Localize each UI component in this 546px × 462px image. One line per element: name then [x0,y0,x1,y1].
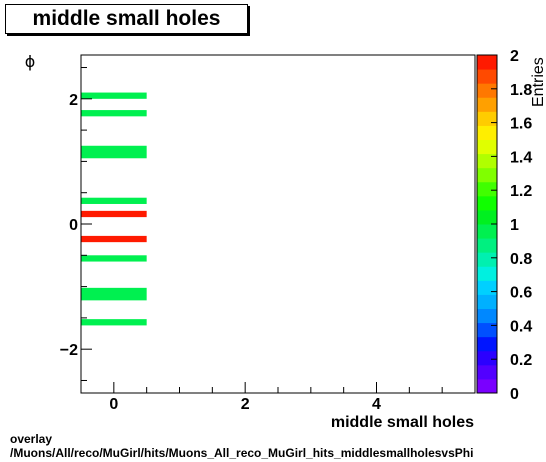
heatmap-cell [81,255,147,262]
color-scale-tick-label: 1.6 [510,116,532,133]
color-scale-swatch [477,280,497,295]
color-scale-swatch [477,336,497,352]
color-scale-swatch [477,294,497,309]
heatmap-cell [81,197,147,204]
chart-canvas: 0 2 4 −2 0 2 middle small holes ϕ 0 0.2 0.4 0.6… [25,48,546,430]
heatmap-cell [81,210,147,218]
color-scale-swatch [477,224,497,239]
heatmap-cell [81,287,147,301]
color-scale-swatch [477,97,497,112]
color-scale-swatch [477,364,497,380]
color-scale-tick-label: 0.4 [510,318,532,335]
color-scale-swatch [477,69,497,84]
color-scale-swatch [477,238,497,253]
color-scale-swatch [477,308,497,324]
color-scale-swatch [477,139,497,155]
heatmap-cell [81,145,147,159]
chart-title: middle small holes [5,4,248,34]
heatmap-cell [81,110,147,117]
y-tick-label: 0 [69,217,78,234]
color-scale-tick-label: 1 [510,217,519,234]
x-tick-label: 2 [241,396,250,413]
color-scale-swatch [477,350,497,366]
color-scale-swatch [477,195,497,211]
x-axis-label: middle small holes [331,414,474,430]
color-scale-swatch [477,252,497,267]
color-scale-swatch [477,111,497,126]
heatmap-cell [81,235,147,243]
color-scale-swatch [477,167,497,183]
color-scale-swatch [477,266,497,281]
color-scale-tick-label: 0.6 [510,285,532,302]
color-scale-label: Entries [530,57,546,107]
y-tick-label: 2 [69,92,78,109]
x-tick-label: 4 [372,396,381,413]
color-scale-swatch [477,322,497,338]
color-scale-tick-label: 2 [510,48,519,65]
heatmap-cell [81,92,147,99]
color-scale-tick-label: 1.4 [510,149,532,166]
color-scale-swatch [477,125,497,140]
color-scale-swatch [477,83,497,98]
color-scale-tick-label: 1.2 [510,183,532,200]
y-axis-label: ϕ [25,52,36,71]
color-scale-swatch [477,153,497,169]
color-scale-tick-label: 0 [510,386,519,403]
footer-histogram-path: /Muons/All/reco/MuGirl/hits/Muons_All_re… [10,446,474,460]
y-tick-label: −2 [60,342,78,359]
plot-frame [80,54,476,394]
x-tick-label: 0 [109,396,118,413]
heatmap-cells [81,92,147,326]
color-scale-tick-label: 0.2 [510,352,532,369]
color-scale-swatch [477,209,497,225]
x-axis: 0 2 4 [80,382,476,413]
footer-overlay-label: overlay [10,432,53,446]
y-axis: −2 0 2 [60,67,92,381]
color-scale: 0 0.2 0.4 0.6 0.8 1 1.2 1.4 1.6 1.8 2 [476,48,532,403]
heatmap-cell [81,319,147,326]
color-scale-tick-label: 0.8 [510,251,532,268]
color-scale-swatch [477,181,497,197]
color-scale-tick-label: 1.8 [510,82,532,99]
color-scale-swatch [477,378,497,394]
color-scale-swatch [477,55,497,70]
